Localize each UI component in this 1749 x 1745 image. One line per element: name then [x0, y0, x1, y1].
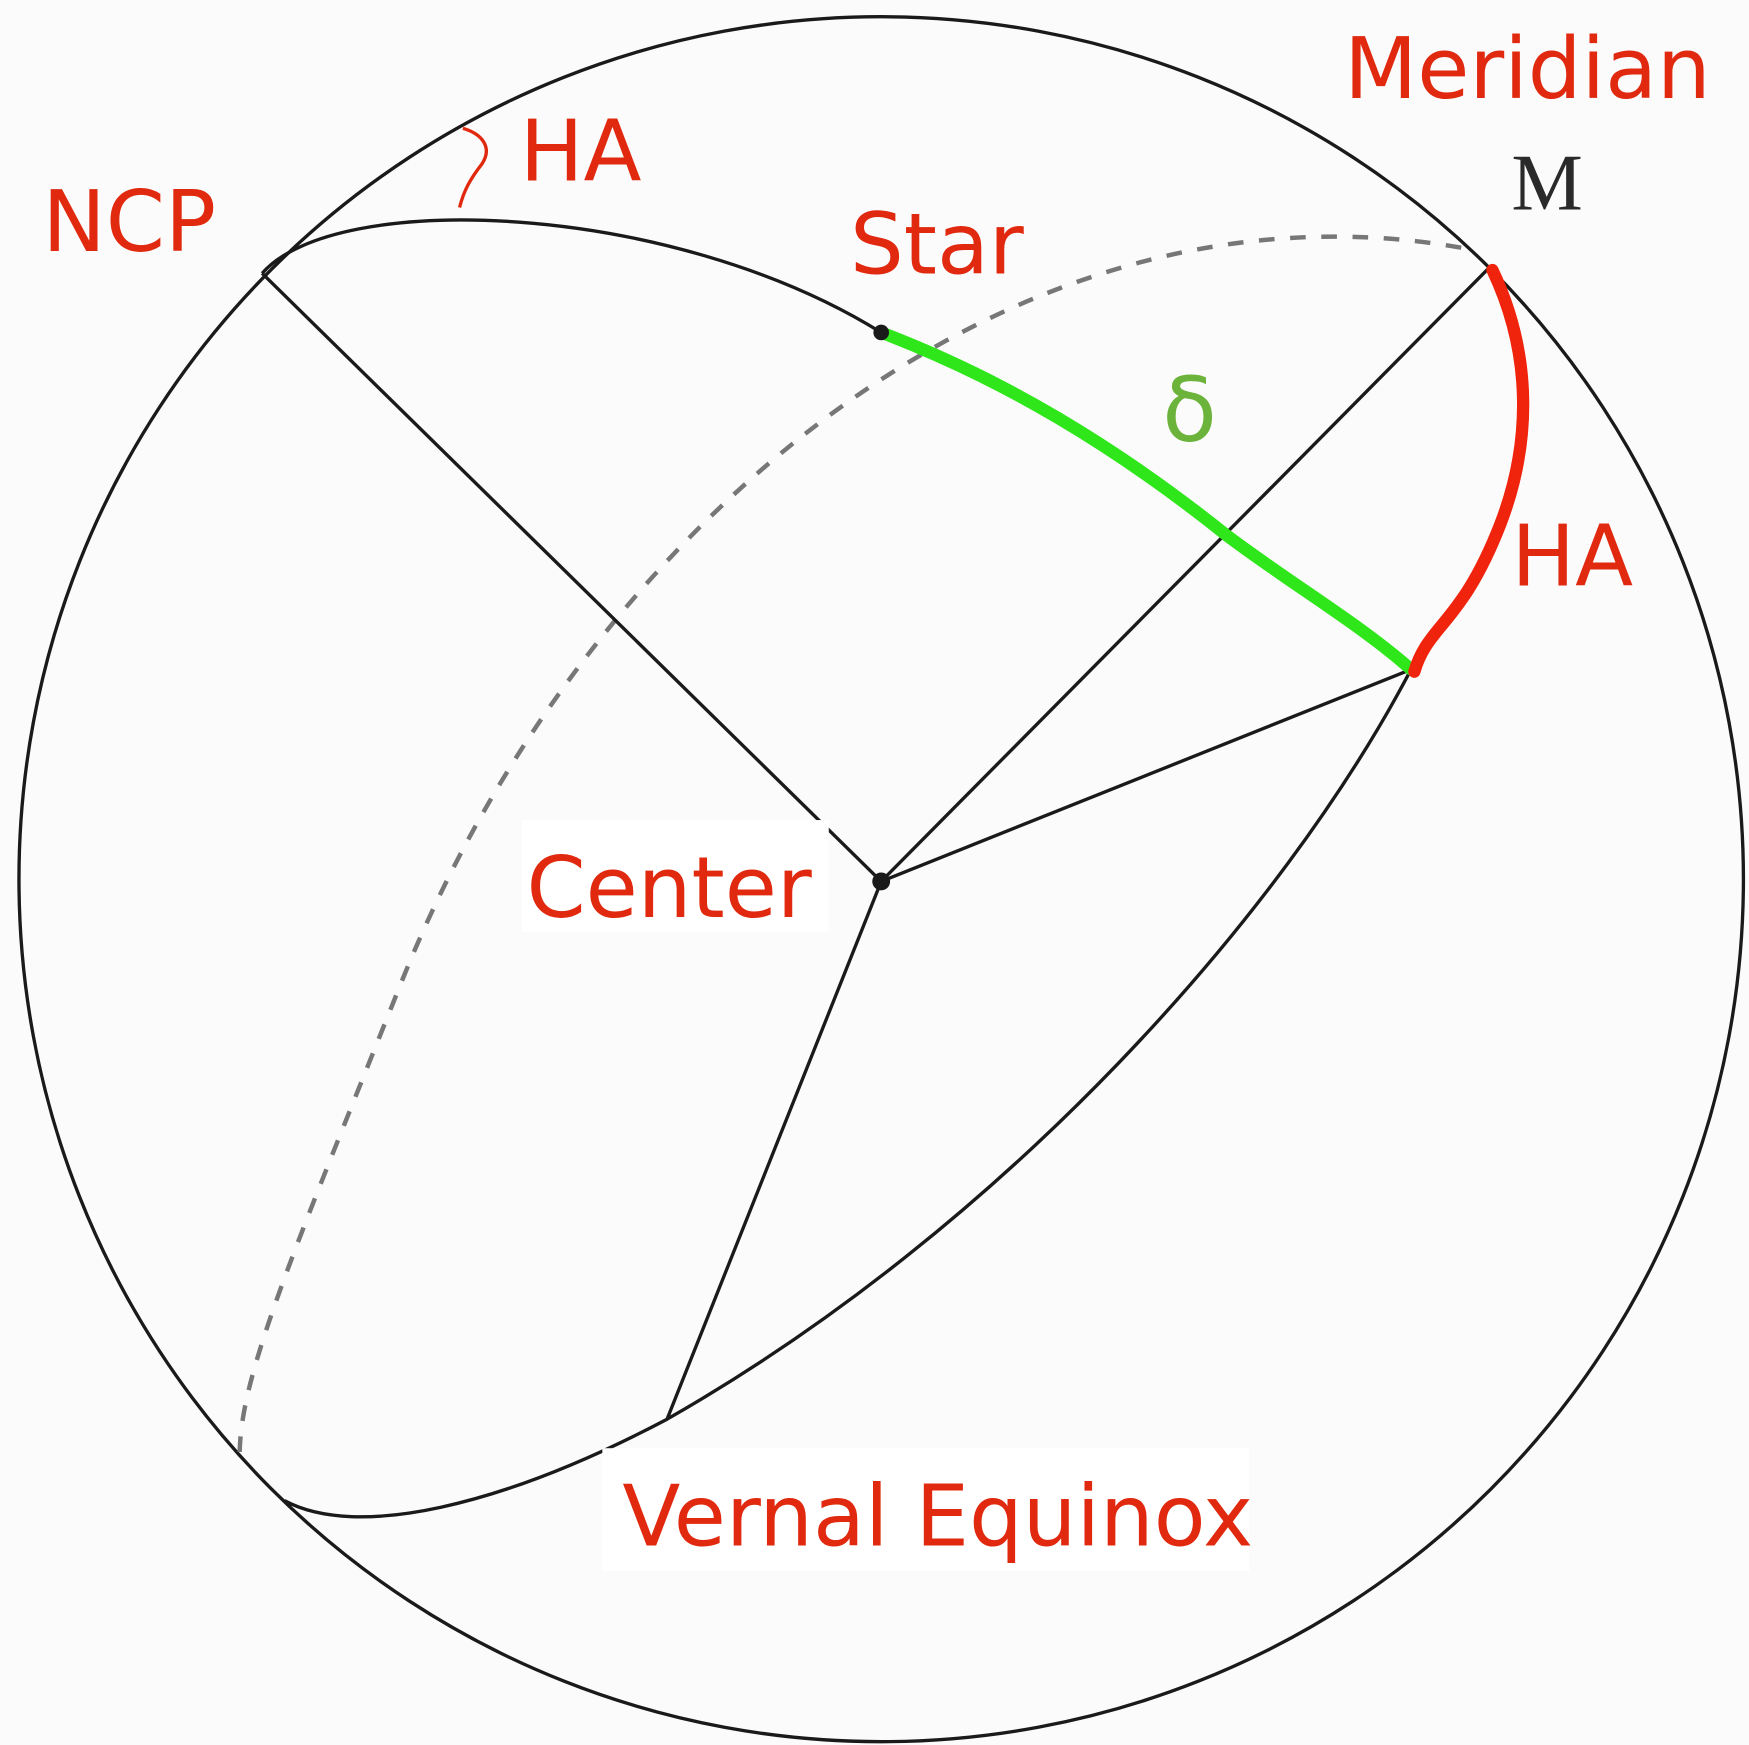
star-hour-circle	[260, 218, 883, 334]
ncp-line	[260, 272, 883, 883]
ha-right-label: HA	[1511, 507, 1633, 606]
center-label: Center	[526, 838, 811, 937]
hour-angle-arc	[1408, 263, 1530, 678]
star-label: Star	[850, 194, 1024, 293]
center-dot	[872, 872, 891, 891]
ncp-label: NCP	[42, 172, 216, 271]
equinox-line	[665, 880, 883, 1420]
sphere-outline	[17, 15, 1746, 1744]
meridian-line	[880, 266, 1491, 883]
declination-label: δ	[1162, 359, 1217, 463]
vernal-equinox-label: Vernal Equinox	[622, 1466, 1253, 1565]
dashed-equator	[237, 234, 1462, 1462]
meridian-label: Meridian	[1344, 19, 1711, 118]
center-label-bg	[522, 820, 829, 932]
projection-line	[880, 667, 1412, 883]
ha-bracket	[457, 126, 488, 208]
ha-top-label: HA	[520, 102, 642, 201]
equator-arc	[283, 668, 1413, 1519]
star-dot	[873, 324, 890, 341]
declination-arc	[875, 326, 1418, 676]
meridian-point-label: M	[1511, 139, 1582, 228]
equinox-label-bg	[602, 1448, 1250, 1571]
